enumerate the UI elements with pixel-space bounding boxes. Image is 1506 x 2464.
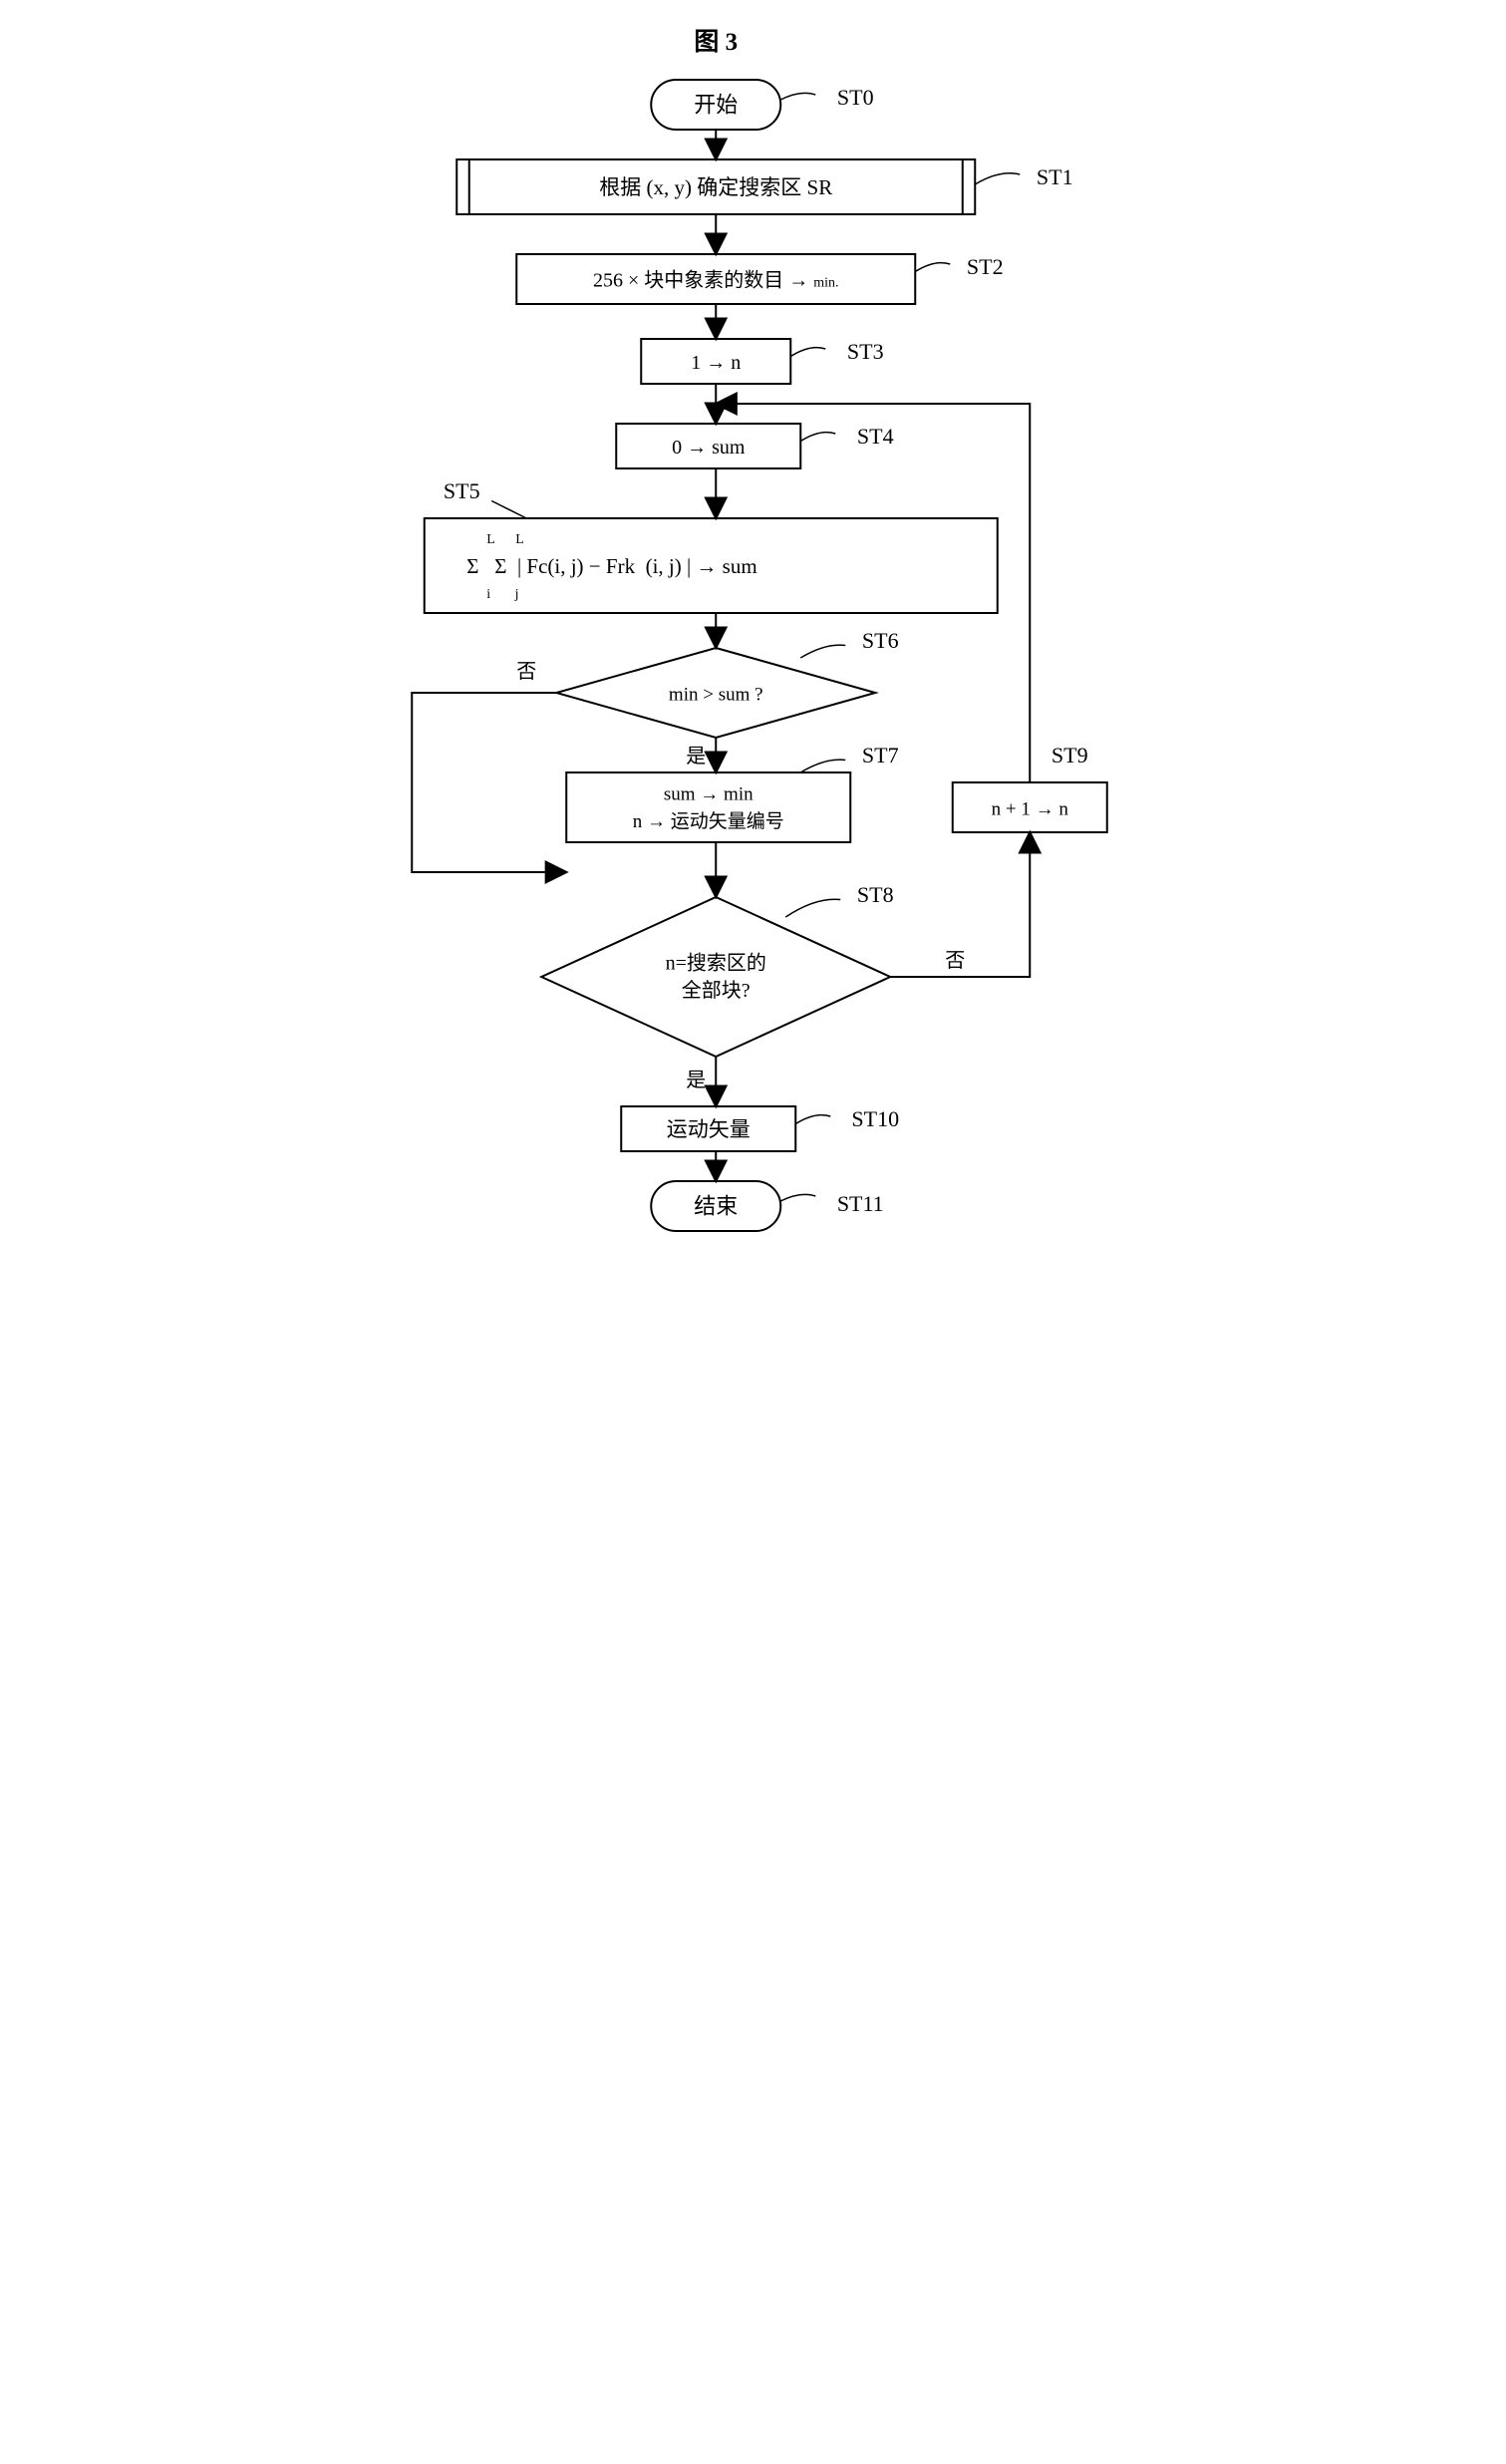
st6-yes: 是 <box>686 746 706 768</box>
st3-text: 1 → n <box>691 352 741 374</box>
node-st1: 根据 (x, y) 确定搜索区 SR <box>456 159 975 214</box>
st9-label: ST9 <box>1051 743 1087 768</box>
svg-text:256 × 块中象素的数目 → min.: 256 × 块中象素的数目 → min. <box>592 269 838 292</box>
st11-label-line <box>780 1194 815 1201</box>
st1-label-line <box>975 173 1020 184</box>
st10-label: ST10 <box>851 1106 899 1131</box>
st2-prefix: 256 × 块中象素的数目 → <box>592 269 812 292</box>
st1-text: 根据 (x, y) 确定搜索区 SR <box>599 175 832 199</box>
st3-label-line <box>790 348 825 357</box>
st8-label: ST8 <box>856 882 893 907</box>
node-st11: 结束 <box>651 1181 780 1231</box>
st7-label: ST7 <box>861 743 898 768</box>
st11-text: 结束 <box>694 1194 738 1219</box>
st10-text: 运动矢量 <box>666 1117 750 1141</box>
st6-label: ST6 <box>861 628 898 653</box>
edge-st6-no <box>412 693 566 872</box>
st7-line2: n → 运动矢量编号 <box>632 810 783 832</box>
st7-line1: sum → min <box>663 784 753 805</box>
node-st2: 256 × 块中象素的数目 → min. <box>516 254 915 304</box>
st9-text: n + 1 → n <box>991 799 1068 820</box>
flowchart-svg: 图 3 开始 ST0 根据 (x, y) 确定搜索区 SR ST1 256 × … <box>377 20 1130 1252</box>
st4-label-line <box>800 433 835 442</box>
st4-text: 0 → sum <box>672 437 746 459</box>
node-st10: 运动矢量 <box>621 1106 795 1151</box>
node-st3: 1 → n <box>641 339 790 384</box>
node-st9: n + 1 → n <box>952 782 1106 832</box>
st7-label-line <box>800 760 845 772</box>
st1-label: ST1 <box>1036 164 1072 189</box>
st11-label: ST11 <box>836 1191 883 1216</box>
node-st0: 开始 <box>651 80 780 130</box>
st8-line2: 全部块? <box>681 979 750 1002</box>
st0-label-line <box>780 93 815 100</box>
st3-label: ST3 <box>846 339 883 364</box>
st2-label: ST2 <box>966 254 1003 279</box>
st5-label: ST5 <box>443 478 479 503</box>
node-st6: min > sum ? <box>556 648 875 738</box>
st0-label: ST0 <box>836 85 873 110</box>
st8-yes: 是 <box>686 1070 706 1091</box>
figure-title: 图 3 <box>694 29 738 56</box>
st8-no: 否 <box>945 950 965 972</box>
st10-label-line <box>795 1115 830 1124</box>
st5-label-line <box>491 501 526 519</box>
st5-line1: L L <box>486 532 524 547</box>
st4-label: ST4 <box>856 424 893 449</box>
st2-label-line <box>915 263 950 272</box>
st5-line2: Σ Σ | Fc(i, j) − Frk (i, j) | → sum <box>466 554 756 578</box>
st5-line3: i j <box>486 587 518 602</box>
st6-no: 否 <box>516 661 536 683</box>
st0-text: 开始 <box>694 93 738 118</box>
st8-line1: n=搜索区的 <box>665 952 765 975</box>
st6-label-line <box>800 645 845 658</box>
node-st8: n=搜索区的 全部块? <box>541 897 890 1057</box>
st2-suffix: min. <box>813 276 838 291</box>
st8-label-line <box>785 899 840 917</box>
node-st5: L L Σ Σ | Fc(i, j) − Frk (i, j) | → sum … <box>424 518 997 613</box>
edge-st9-loop <box>716 404 1030 782</box>
node-st4: 0 → sum <box>616 424 800 468</box>
node-st7: sum → min n → 运动矢量编号 <box>566 772 850 842</box>
st6-text: min > sum ? <box>668 685 762 706</box>
